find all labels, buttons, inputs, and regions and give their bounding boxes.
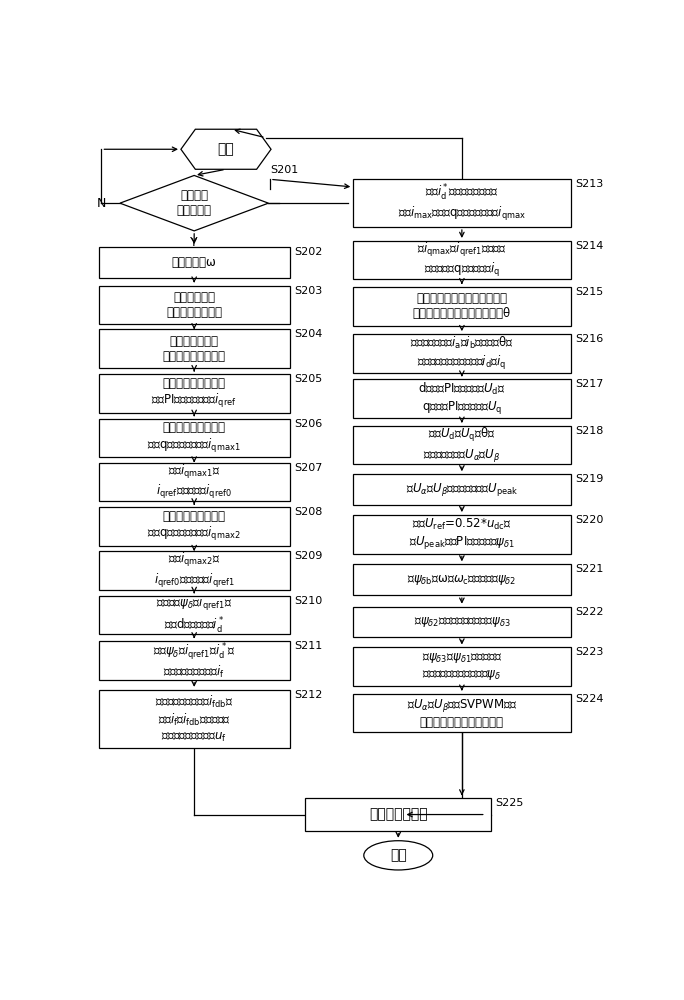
FancyBboxPatch shape	[306, 798, 491, 831]
Text: S224: S224	[575, 694, 603, 704]
FancyBboxPatch shape	[353, 607, 570, 637]
FancyBboxPatch shape	[98, 329, 289, 368]
Text: S210: S210	[294, 596, 322, 606]
Text: 利用$i_{\mathrm{qmax1}}$对
$i_{\mathrm{qref}}$限幅，输出$i_{\mathrm{qref0}}$: 利用$i_{\mathrm{qmax1}}$对 $i_{\mathrm{qref…	[156, 463, 232, 501]
Text: 利用最大包络线
对转矩指令限幅控制: 利用最大包络线 对转矩指令限幅控制	[163, 335, 226, 363]
Text: 根据给定气隙磁链，
计算q轴电流限流幅值$i_{\mathrm{qmax1}}$: 根据给定气隙磁链， 计算q轴电流限流幅值$i_{\mathrm{qmax1}}$	[148, 421, 241, 455]
Text: 结束: 结束	[390, 848, 406, 862]
Text: 根据给定气隙磁链，
计算q轴电流限流幅值$i_{\mathrm{qmax2}}$: 根据给定气隙磁链， 计算q轴电流限流幅值$i_{\mathrm{qmax2}}$	[148, 510, 241, 543]
Text: 由$\psi_{\delta\mathrm{b}}$、ω和$\omega_\mathrm{c}$，计算前馈$\psi_{\delta 2}$: 由$\psi_{\delta\mathrm{b}}$、ω和$\omega_\ma…	[407, 573, 516, 587]
FancyBboxPatch shape	[353, 379, 570, 418]
Text: 是否允许
转矩环运行: 是否允许 转矩环运行	[176, 189, 211, 217]
FancyBboxPatch shape	[353, 241, 570, 279]
Text: S220: S220	[575, 515, 603, 525]
Text: S222: S222	[575, 607, 603, 617]
Text: S223: S223	[575, 647, 603, 657]
Text: 读当前转速ω: 读当前转速ω	[172, 256, 217, 269]
Text: S211: S211	[294, 641, 322, 651]
Text: S206: S206	[294, 419, 322, 429]
Text: 将$U_\alpha$、$U_\beta$输入SVPWM调制
模块，调制电压输出到电机: 将$U_\alpha$、$U_\beta$输入SVPWM调制 模块，调制电压输出…	[406, 697, 517, 729]
Text: S204: S204	[294, 329, 322, 339]
Text: S217: S217	[575, 379, 603, 389]
Text: 根据$\psi_\delta$、$i_{\mathrm{qref1}}$和$i_\mathrm{d}^*$，
计算励磁电流给定值$i_\mathrm{f}$: 根据$\psi_\delta$、$i_{\mathrm{qref1}}$和$i_…	[153, 641, 235, 680]
Text: S219: S219	[575, 474, 603, 484]
Text: 将$\psi_{\delta 3}$、$\psi_{\delta 1}$相加，进行
最大、最小值限制，输出$\psi_\delta$: 将$\psi_{\delta 3}$、$\psi_{\delta 1}$相加，进…	[422, 651, 502, 682]
FancyBboxPatch shape	[98, 286, 289, 324]
FancyBboxPatch shape	[98, 463, 289, 501]
Text: 退出转矩环控制: 退出转矩环控制	[369, 808, 428, 822]
Text: S205: S205	[294, 374, 322, 384]
FancyBboxPatch shape	[98, 690, 289, 748]
FancyBboxPatch shape	[353, 426, 570, 464]
Text: S202: S202	[294, 247, 322, 257]
Text: N: N	[97, 197, 107, 210]
Text: d轴电流PI控制，输出$U_\mathrm{d}$，
q轴电流PI控制，输出$U_\mathrm{q}$: d轴电流PI控制，输出$U_\mathrm{d}$， q轴电流PI控制，输出$U…	[418, 381, 505, 416]
FancyBboxPatch shape	[98, 551, 289, 590]
FancyBboxPatch shape	[353, 287, 570, 326]
Text: 根据$i_\mathrm{d}^*$和逆变器最大电流
幅值$i_{\mathrm{max}}$，计算q轴电流限流幅值$i_{\mathrm{qmax}}$: 根据$i_\mathrm{d}^*$和逆变器最大电流 幅值$i_{\mathrm…	[398, 183, 526, 223]
FancyBboxPatch shape	[98, 596, 289, 634]
Text: S214: S214	[575, 241, 603, 251]
Text: 由$U_\alpha$、$U_\beta$，计算电压峰值$U_{\mathrm{peak}}$: 由$U_\alpha$、$U_\beta$，计算电压峰值$U_{\mathrm{…	[406, 481, 518, 498]
Text: 检测电机相电流$i_\mathrm{a}$、$i_\mathrm{b}$，再结合θ，
坐标变换，计算反馈电流$i_\mathrm{d}$、$i_\mathrm{: 检测电机相电流$i_\mathrm{a}$、$i_\mathrm{b}$，再结合…	[410, 335, 514, 372]
Text: S225: S225	[495, 798, 524, 808]
Text: 计算反馈转矩，进行
转矩PI控制，输出指令$i_{\mathrm{qref}}$: 计算反馈转矩，进行 转矩PI控制，输出指令$i_{\mathrm{qref}}$	[151, 377, 237, 410]
FancyBboxPatch shape	[353, 179, 570, 227]
Text: 利用$i_{\mathrm{qmax2}}$对
$i_{\mathrm{qref0}}$限幅，输出$i_{\mathrm{qref1}}$: 利用$i_{\mathrm{qmax2}}$对 $i_{\mathrm{qref…	[154, 551, 235, 590]
FancyBboxPatch shape	[353, 474, 570, 505]
Text: 对位置传感器脉冲信号，结合
预设的初始位置，计算位置角θ: 对位置传感器脉冲信号，结合 预设的初始位置，计算位置角θ	[413, 292, 511, 320]
FancyBboxPatch shape	[98, 641, 289, 680]
FancyBboxPatch shape	[98, 374, 289, 413]
FancyBboxPatch shape	[353, 515, 570, 554]
Text: S215: S215	[575, 287, 603, 297]
FancyBboxPatch shape	[353, 334, 570, 373]
FancyBboxPatch shape	[353, 564, 570, 595]
Polygon shape	[181, 129, 271, 169]
Text: S216: S216	[575, 334, 603, 344]
Text: 采集励磁电流反馈值$i_{\mathrm{fdb}}$，
根据$i_\mathrm{f}$和$i_{\mathrm{fdb}}$，进行滞环
控制，输出励磁电压$: 采集励磁电流反馈值$i_{\mathrm{fdb}}$， 根据$i_\mathr…	[155, 694, 233, 744]
FancyBboxPatch shape	[98, 419, 289, 457]
Text: S213: S213	[575, 179, 603, 189]
Text: S207: S207	[294, 463, 322, 473]
Text: S221: S221	[575, 564, 603, 574]
Ellipse shape	[364, 841, 433, 870]
Text: S209: S209	[294, 551, 322, 561]
Text: S203: S203	[294, 286, 322, 296]
Polygon shape	[120, 175, 268, 231]
Text: 根据输入$\psi_\delta$、$i_{\mathrm{qref1}}$，
计算d轴电流指令$i_\mathrm{d}^*$: 根据输入$\psi_\delta$、$i_{\mathrm{qref1}}$， …	[156, 595, 233, 636]
Text: 根据$U_\mathrm{d}$、$U_\mathrm{q}$和θ，
坐标变换，输出$U_\alpha$、$U_\beta$: 根据$U_\mathrm{d}$、$U_\mathrm{q}$和θ， 坐标变换，…	[423, 426, 501, 464]
Text: S208: S208	[294, 507, 322, 517]
Text: S218: S218	[575, 426, 603, 436]
Text: 对$\psi_{\delta 2}$进行幅值限制，输出$\psi_{\delta 3}$: 对$\psi_{\delta 2}$进行幅值限制，输出$\psi_{\delta…	[414, 615, 510, 629]
Text: 由$i_{\mathrm{qmax}}$对$i_{\mathrm{qref1}}$进行限幅
控制，输出q轴电流指令$i_\mathrm{q}$: 由$i_{\mathrm{qmax}}$对$i_{\mathrm{qref1}}…	[417, 241, 507, 279]
Text: S212: S212	[294, 690, 322, 700]
Text: Y: Y	[190, 235, 198, 248]
FancyBboxPatch shape	[98, 247, 289, 278]
Text: S201: S201	[270, 165, 298, 175]
FancyBboxPatch shape	[353, 694, 570, 732]
FancyBboxPatch shape	[98, 507, 289, 546]
Text: 给定$U_{\mathrm{ref}}$=0.52*$u_{\mathrm{dc}}$，
对$U_{\mathrm{peak}}$进行PI控制，输出$\psi_: 给定$U_{\mathrm{ref}}$=0.52*$u_{\mathrm{dc…	[409, 517, 515, 551]
FancyBboxPatch shape	[353, 647, 570, 686]
Text: 根据指令曲线
选择当前转矩指令: 根据指令曲线 选择当前转矩指令	[166, 291, 222, 319]
Text: 准备: 准备	[218, 142, 235, 156]
